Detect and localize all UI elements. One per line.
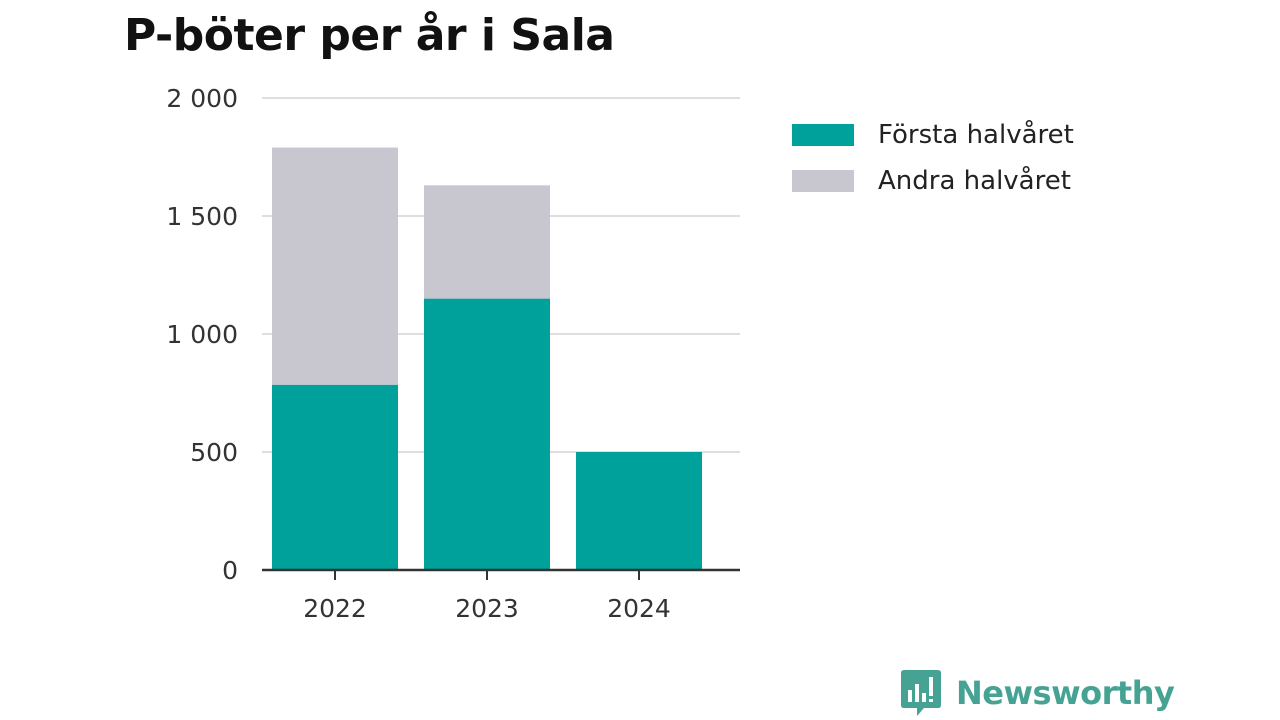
brand-logo: Newsworthy <box>900 668 1175 718</box>
bar-segment-2023-series-2 <box>424 185 550 299</box>
legend-swatch-first-half <box>792 124 854 146</box>
y-tick-label: 1 500 <box>166 202 238 231</box>
x-tick-label: 2022 <box>303 594 367 623</box>
y-tick-label: 0 <box>222 556 238 585</box>
legend-label-first-half: Första halvåret <box>878 120 1074 150</box>
bars <box>272 147 702 570</box>
bar-segment-2022-series-1 <box>272 384 398 570</box>
y-axis-ticks: 0 500 1 000 1 500 2 000 <box>166 84 238 585</box>
x-tick-label: 2023 <box>455 594 519 623</box>
y-tick-label: 2 000 <box>166 84 238 113</box>
legend-item-second-half: Andra halvåret <box>792 158 1074 204</box>
x-tick-label: 2024 <box>607 594 671 623</box>
bar-chart: 0 500 1 000 1 500 2 000 2022 2023 2024 <box>166 84 740 623</box>
chart-title: P-böter per år i Sala <box>124 10 615 61</box>
bar-segment-2024-series-1 <box>576 452 702 570</box>
bar-segment-2023-series-1 <box>424 298 550 570</box>
legend: Första halvåret Andra halvåret <box>792 112 1074 204</box>
newsworthy-icon <box>901 670 941 716</box>
y-tick-label: 500 <box>190 438 238 467</box>
legend-item-first-half: Första halvåret <box>792 112 1074 158</box>
legend-label-second-half: Andra halvåret <box>878 166 1071 196</box>
y-tick-label: 1 000 <box>166 320 238 349</box>
x-axis-ticks: 2022 2023 2024 <box>303 570 671 623</box>
legend-swatch-second-half <box>792 170 854 192</box>
bar-segment-2022-series-2 <box>272 147 398 385</box>
brand-name: Newsworthy <box>956 674 1175 712</box>
